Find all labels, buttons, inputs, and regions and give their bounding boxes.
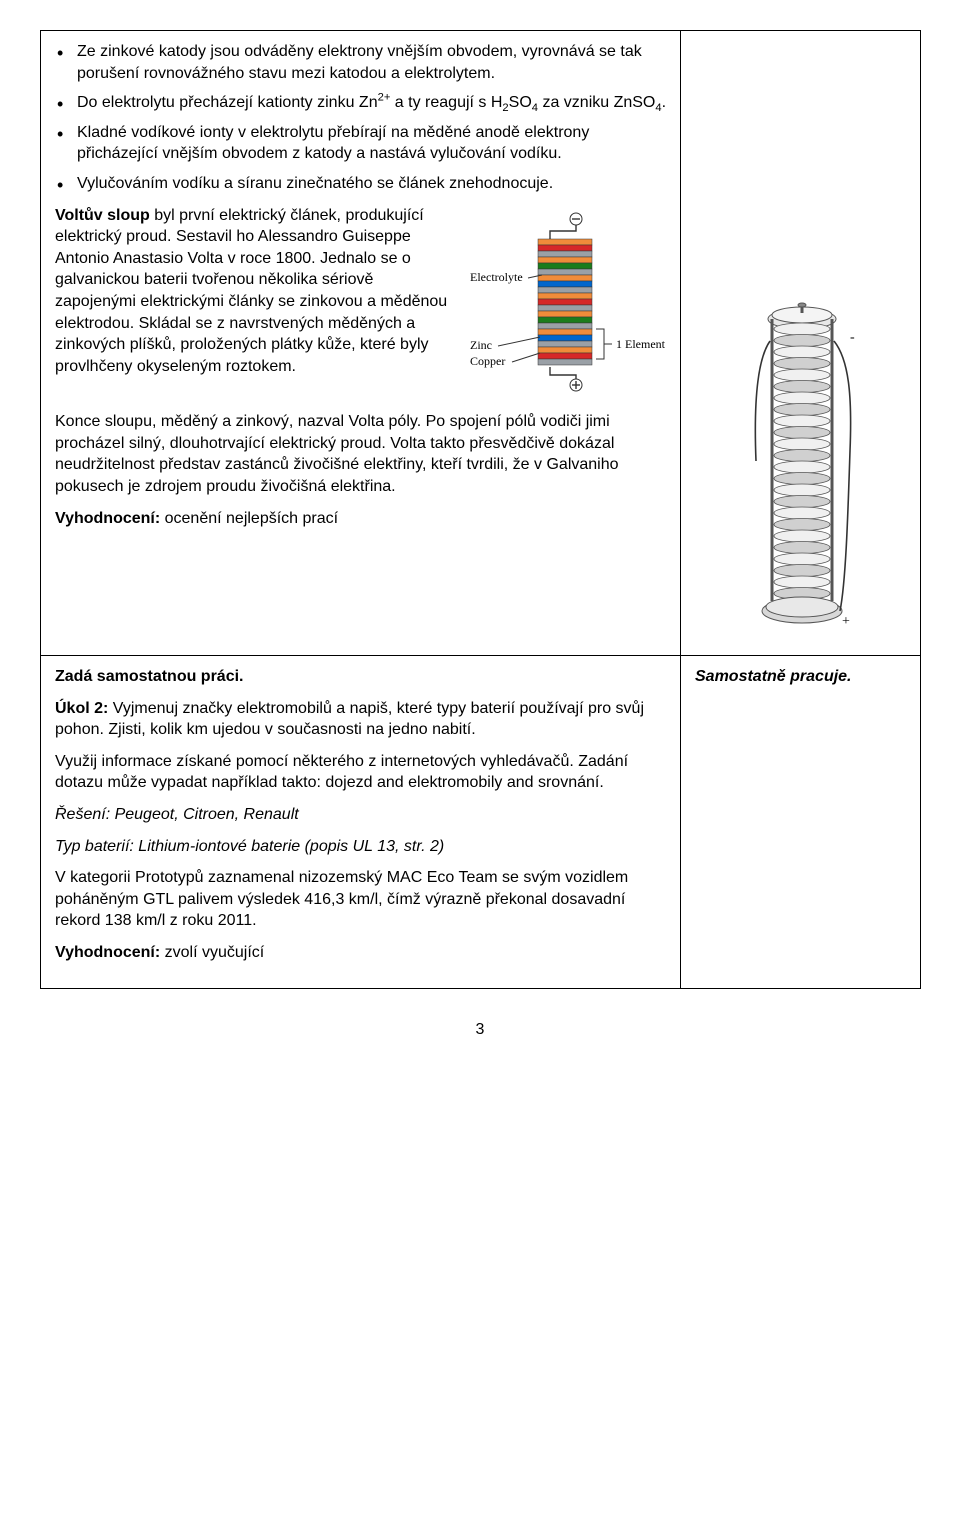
- bold-text: Úkol 2:: [55, 700, 108, 717]
- bullet-list: Ze zinkové katody jsou odváděny elektron…: [55, 41, 668, 195]
- bullet-text: Kladné vodíkové ionty v elektrolytu přeb…: [77, 124, 589, 163]
- text: V kategorii Prototypů zaznamenal nizozem…: [55, 869, 628, 929]
- bullet-text: .: [662, 94, 666, 111]
- cell-row1-left: Ze zinkové katody jsou odváděny elektron…: [41, 31, 681, 656]
- text: Využij informace získané pomocí některéh…: [55, 753, 628, 792]
- document-table: Ze zinkové katody jsou odváděny elektron…: [40, 30, 921, 989]
- voltaic-pile-image: - +: [695, 41, 908, 641]
- cell-row2-right: Samostatně pracuje.: [681, 656, 921, 989]
- paragraph-ukol2: Úkol 2: Vyjmenuj značky elektromobilů a …: [55, 698, 668, 741]
- bullet-item: Kladné vodíkové ionty v elektrolytu přeb…: [77, 122, 668, 165]
- right-note: Samostatně pracuje.: [695, 666, 908, 688]
- bold-text: Vyhodnocení:: [55, 510, 160, 527]
- cell-row1-right: - +: [681, 31, 921, 656]
- paragraph-kategorie: V kategorii Prototypů zaznamenal nizozem…: [55, 867, 668, 932]
- bullet-item: Do elektrolytu přecházejí kationty zinku…: [77, 92, 668, 114]
- label-element: 1 Element: [616, 337, 666, 351]
- bullet-text: Ze zinkové katody jsou odváděny elektron…: [77, 43, 642, 82]
- paragraph-vyhodnoceni2: Vyhodnocení: zvolí vyučující: [55, 942, 668, 964]
- label-copper: Copper: [470, 354, 505, 368]
- bold-text: Voltův sloup: [55, 207, 150, 224]
- paragraph-konce-sloupu: Konce sloupu, měděný a zinkový, nazval V…: [55, 411, 668, 497]
- text: zvolí vyučující: [160, 944, 264, 961]
- heading-zada-praci: Zadá samostatnou práci.: [55, 666, 668, 688]
- label-electrolyte: Electrolyte: [470, 270, 523, 284]
- cell-row2-left: Zadá samostatnou práci. Úkol 2: Vyjmenuj…: [41, 656, 681, 989]
- bullet-text: Do elektrolytu přecházejí kationty zinku…: [77, 94, 378, 111]
- text: ocenění nejlepších prací: [160, 510, 338, 527]
- bullet-text: za vzniku ZnSO: [538, 94, 655, 111]
- bold-text: Vyhodnocení:: [55, 944, 160, 961]
- paragraph-typ-baterii: Typ baterií: Lithium-iontové baterie (po…: [55, 836, 668, 858]
- bullet-text: SO: [509, 94, 532, 111]
- svg-text:+: +: [842, 614, 850, 629]
- superscript: 2+: [378, 92, 391, 104]
- paragraph-reseni: Řešení: Peugeot, Citroen, Renault: [55, 804, 668, 826]
- bullet-text: a ty reagují s H: [390, 94, 502, 111]
- text: Konce sloupu, měděný a zinkový, nazval V…: [55, 413, 619, 495]
- bullet-text: Vylučováním vodíku a síranu zinečnatého …: [77, 175, 553, 192]
- text: Vyjmenuj značky elektromobilů a napiš, k…: [55, 700, 644, 739]
- paragraph-vyuzij: Využij informace získané pomocí některéh…: [55, 751, 668, 794]
- bullet-item: Vylučováním vodíku a síranu zinečnatého …: [77, 173, 668, 195]
- label-zinc: Zinc: [470, 338, 492, 352]
- bullet-item: Ze zinkové katody jsou odváděny elektron…: [77, 41, 668, 84]
- svg-text:-: -: [850, 330, 855, 345]
- page-number: 3: [40, 1019, 920, 1041]
- voltaic-cell-diagram: Electrolyte Zinc Copper 1 Element: [468, 209, 668, 406]
- paragraph-vyhodnoceni: Vyhodnocení: ocenění nejlepších prací: [55, 508, 668, 530]
- text: byl první elektrický článek, produkující…: [55, 207, 447, 375]
